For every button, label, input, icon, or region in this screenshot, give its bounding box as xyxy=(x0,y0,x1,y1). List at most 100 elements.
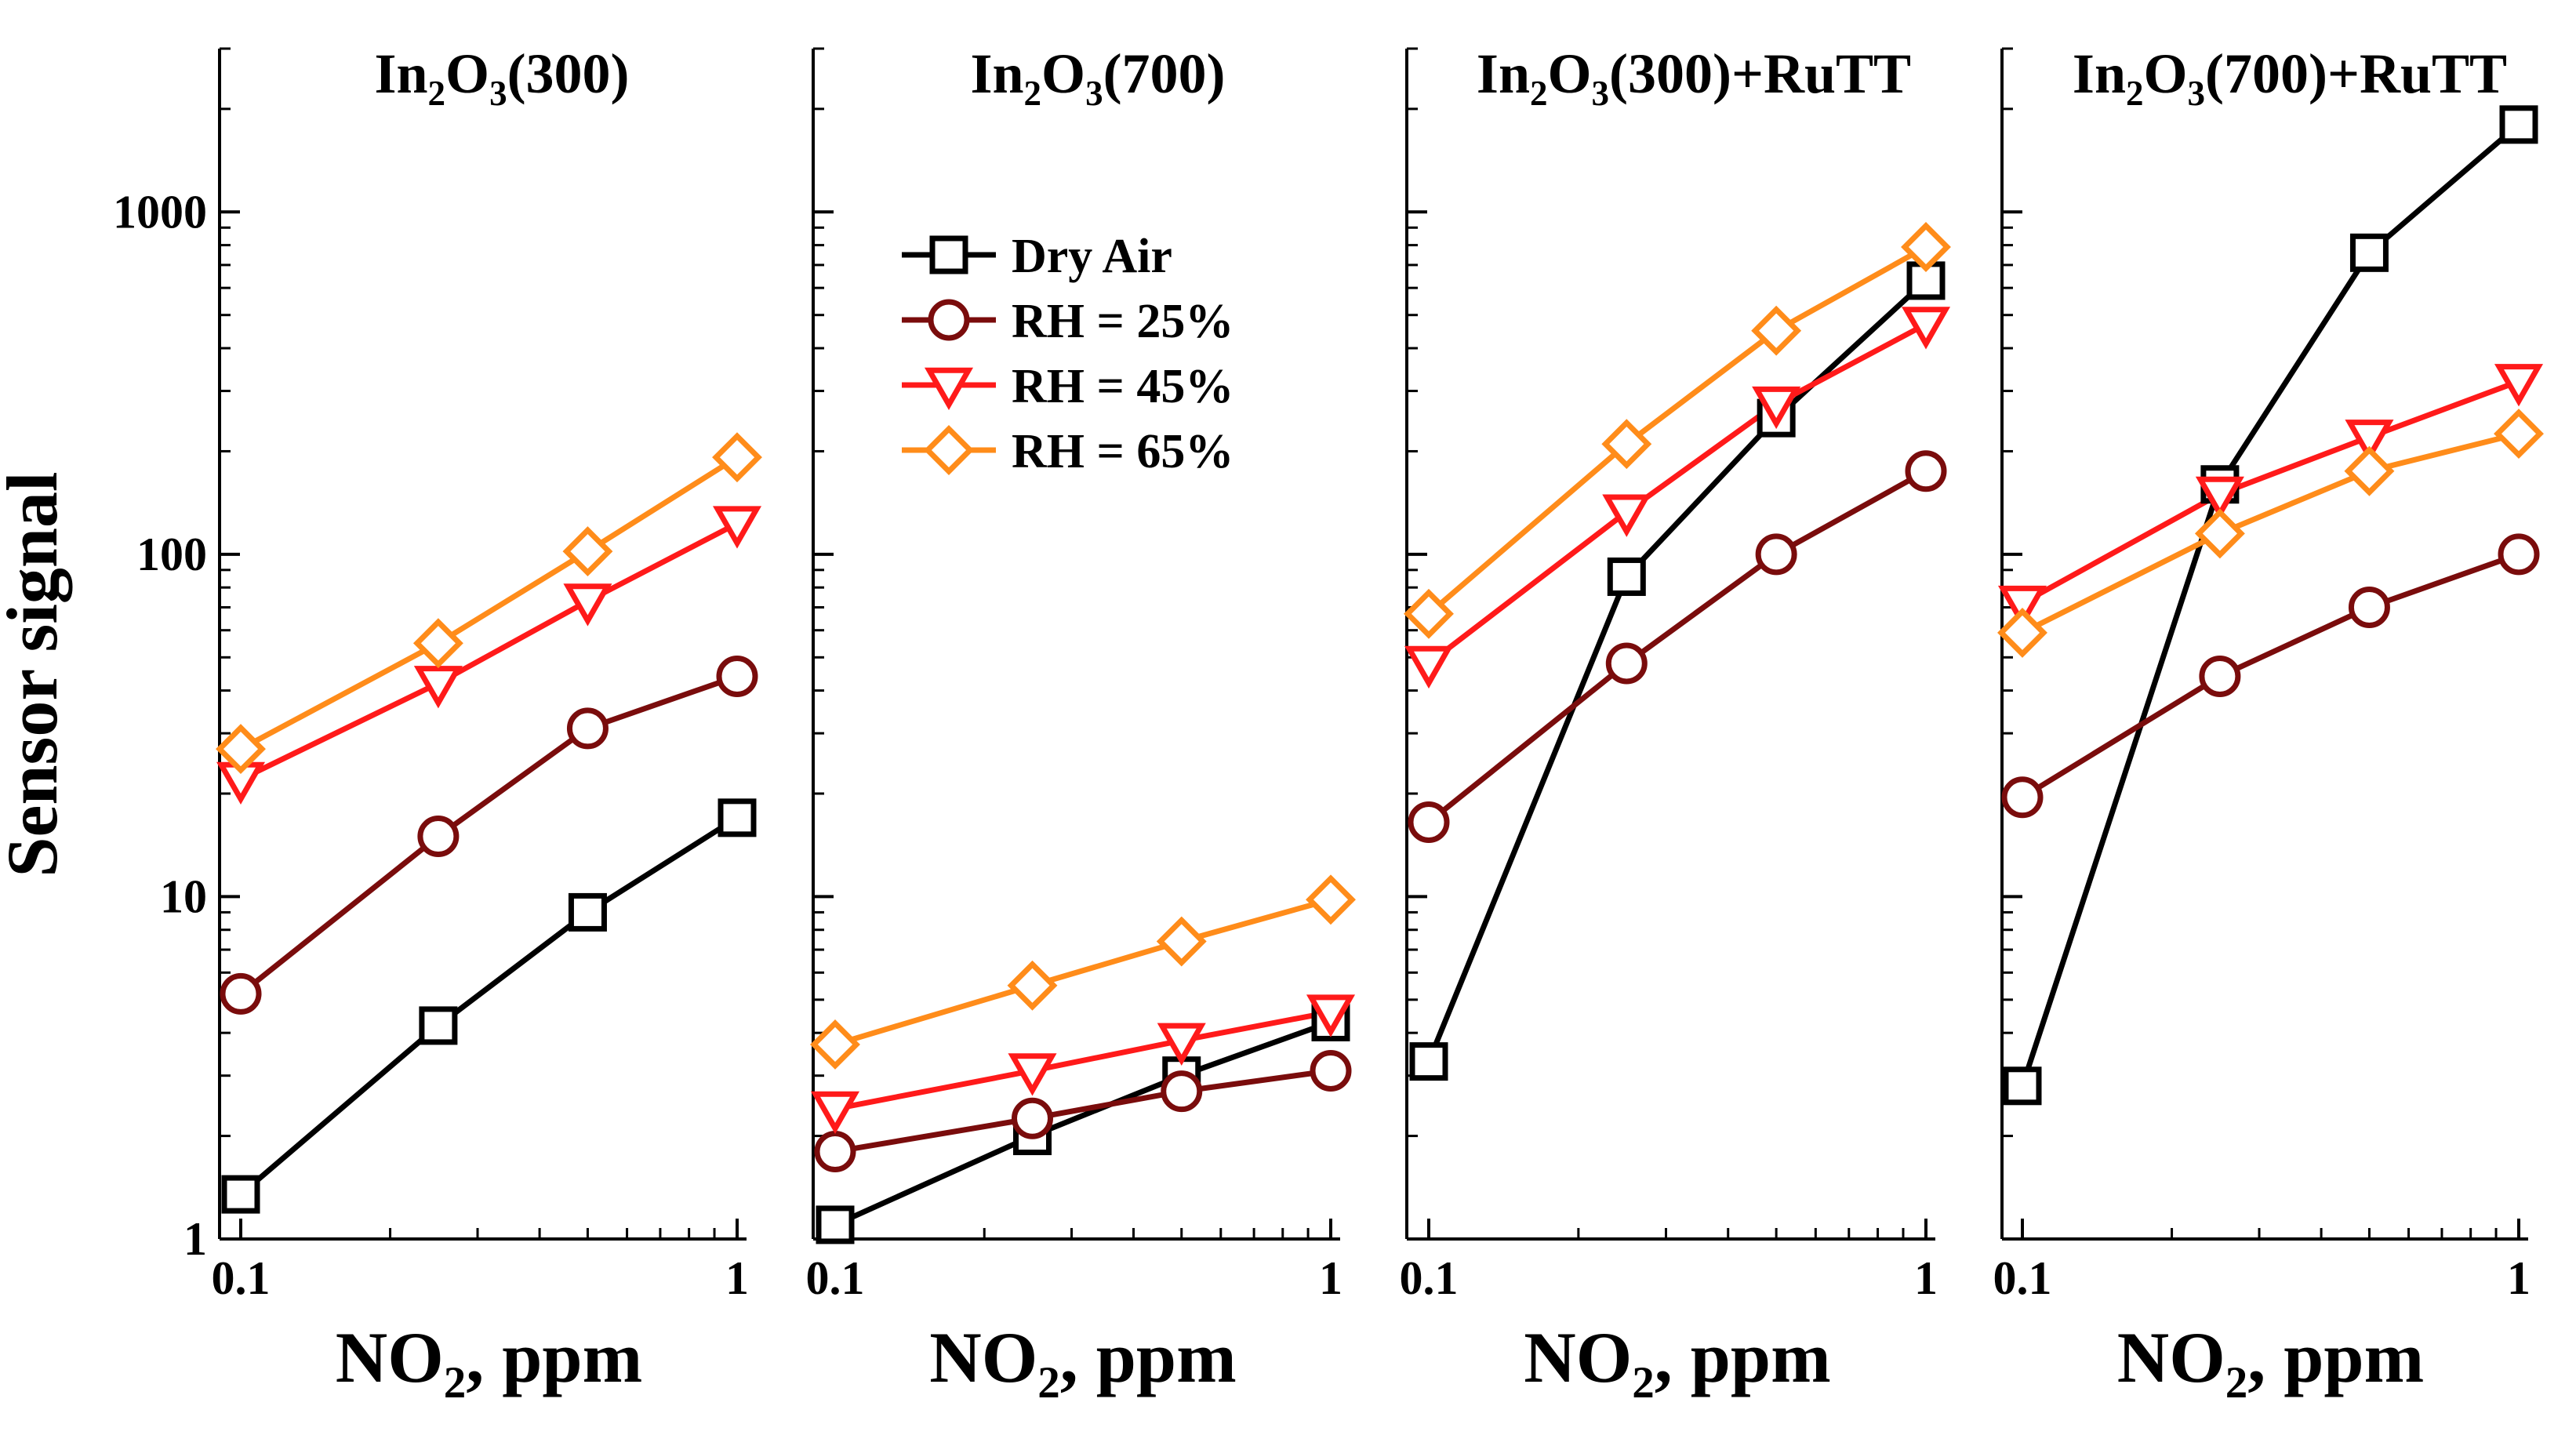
data-point-rh-65 xyxy=(562,526,613,577)
data-point-dry-air xyxy=(568,892,607,932)
y-tick-label: 1 xyxy=(183,1213,207,1265)
data-point-rh-45 xyxy=(712,506,762,549)
data-point-rh-65 xyxy=(1901,222,1951,272)
x-axis-label: NO2, ppm xyxy=(1524,1317,1830,1408)
data-point-rh-65 xyxy=(810,1019,860,1070)
data-point-rh-45 xyxy=(2195,476,2244,520)
panel-3: 0.1 1 In2O3(300)+RuTT NO2, ppm xyxy=(1400,42,1951,1408)
legend: Dry Air RH = 25% RH = 45% RH = 65% xyxy=(902,230,1234,478)
x-tick-label: 1 xyxy=(1914,1252,1938,1304)
data-point-rh-25 xyxy=(2498,533,2540,576)
data-point-rh-45 xyxy=(1157,1023,1206,1066)
data-point-rh-25 xyxy=(2348,586,2390,628)
legend-marker-rh-65 xyxy=(924,425,974,475)
data-point-dry-air xyxy=(1409,1042,1448,1081)
data-point-rh-65 xyxy=(1601,419,1652,470)
y-tick-label: 1000 xyxy=(113,186,207,238)
data-point-dry-air xyxy=(2003,1066,2042,1106)
x-axis-label: NO2, ppm xyxy=(929,1317,1236,1408)
y-tick-label: 10 xyxy=(160,870,207,922)
data-point-rh-45 xyxy=(2345,420,2394,463)
data-point-rh-45 xyxy=(1404,645,1454,689)
legend-marker-rh-25 xyxy=(928,299,970,341)
y-axis-label: Sensor signal xyxy=(0,471,72,877)
data-point-rh-25 xyxy=(220,972,262,1015)
panel-title: In2O3(300)+RuTT xyxy=(1477,42,1911,113)
x-tick-label: 0.1 xyxy=(212,1252,271,1304)
x-tick-label: 0.1 xyxy=(1400,1252,1459,1304)
data-point-rh-65 xyxy=(216,724,266,775)
data-point-dry-air xyxy=(2349,233,2389,272)
data-point-rh-25 xyxy=(1310,1049,1352,1092)
data-point-rh-45 xyxy=(563,583,612,627)
series-line-rh-65 xyxy=(1426,244,1927,616)
data-point-rh-65 xyxy=(1007,960,1058,1011)
data-point-rh-25 xyxy=(1605,642,1648,685)
x-tick-label: 0.1 xyxy=(1993,1252,2052,1304)
data-point-rh-25 xyxy=(716,656,758,698)
x-tick-label: 1 xyxy=(725,1252,749,1304)
series-line-dry-air xyxy=(2019,122,2521,1087)
data-point-dry-air xyxy=(2499,105,2538,144)
data-point-dry-air xyxy=(221,1175,260,1214)
data-point-rh-65 xyxy=(712,432,762,483)
data-point-dry-air xyxy=(1607,557,1646,596)
data-point-rh-45 xyxy=(1602,494,1651,537)
series-line-rh-25 xyxy=(2021,551,2520,800)
legend-marker-dry-air xyxy=(929,235,968,274)
data-point-rh-65 xyxy=(1156,916,1207,967)
data-point-rh-65 xyxy=(412,618,463,669)
x-axis-label: NO2, ppm xyxy=(2117,1317,2424,1408)
data-point-rh-65 xyxy=(1997,607,2047,658)
series-line-rh-65 xyxy=(2021,431,2520,636)
data-point-rh-25 xyxy=(1161,1070,1203,1113)
data-point-rh-25 xyxy=(417,816,460,858)
legend-marker-rh-45 xyxy=(924,367,974,411)
data-point-rh-25 xyxy=(1011,1097,1053,1139)
data-point-rh-45 xyxy=(413,666,463,709)
x-tick-label: 0.1 xyxy=(806,1252,865,1304)
legend-label-rh-65: RH = 65% xyxy=(1012,425,1234,478)
data-point-rh-65 xyxy=(2194,508,2245,559)
data-point-rh-25 xyxy=(1408,801,1450,843)
data-point-rh-65 xyxy=(1306,874,1356,925)
data-point-rh-25 xyxy=(814,1131,856,1173)
data-point-rh-25 xyxy=(2199,656,2241,698)
data-point-rh-45 xyxy=(810,1091,860,1135)
series-line-rh-45 xyxy=(834,1009,1332,1112)
series-line-dry-air xyxy=(238,815,739,1197)
data-point-dry-air xyxy=(718,798,757,837)
data-point-rh-65 xyxy=(2494,409,2544,460)
data-point-rh-65 xyxy=(1404,588,1454,639)
panel-title: In2O3(700) xyxy=(970,42,1225,113)
data-point-rh-65 xyxy=(2344,445,2395,496)
series-line-rh-45 xyxy=(2021,379,2520,606)
data-point-dry-air xyxy=(419,1006,458,1045)
legend-label-rh-25: RH = 25% xyxy=(1012,295,1234,348)
panel-2: 0.1 1 In2O3(700) NO2, ppm Dry Air RH = 25% RH … xyxy=(806,42,1356,1408)
data-point-rh-45 xyxy=(1306,994,1356,1037)
data-point-rh-45 xyxy=(1008,1053,1057,1096)
legend-label-rh-45: RH = 45% xyxy=(1012,360,1234,413)
y-tick-label: 100 xyxy=(136,529,207,580)
data-point-rh-25 xyxy=(566,707,609,750)
panel-4: 0.1 1 In2O3(700)+RuTT NO2, ppm xyxy=(1993,42,2544,1408)
legend-label-dry-air: Dry Air xyxy=(1012,230,1172,283)
series-line-rh-45 xyxy=(1426,322,1927,666)
series-line-rh-65 xyxy=(239,455,739,752)
data-point-rh-45 xyxy=(2494,364,2544,407)
data-point-rh-25 xyxy=(1755,533,1797,576)
series-line-rh-65 xyxy=(834,896,1332,1048)
data-point-rh-25 xyxy=(2001,776,2044,819)
data-point-rh-45 xyxy=(1901,307,1951,350)
panel-title: In2O3(300) xyxy=(374,42,629,113)
data-point-rh-25 xyxy=(1905,450,1947,492)
x-tick-label: 1 xyxy=(1319,1252,1342,1304)
series-line-dry-air xyxy=(834,1019,1332,1228)
x-tick-label: 1 xyxy=(2507,1252,2531,1304)
data-point-rh-65 xyxy=(1751,305,1802,356)
series-line-rh-25 xyxy=(238,674,739,997)
